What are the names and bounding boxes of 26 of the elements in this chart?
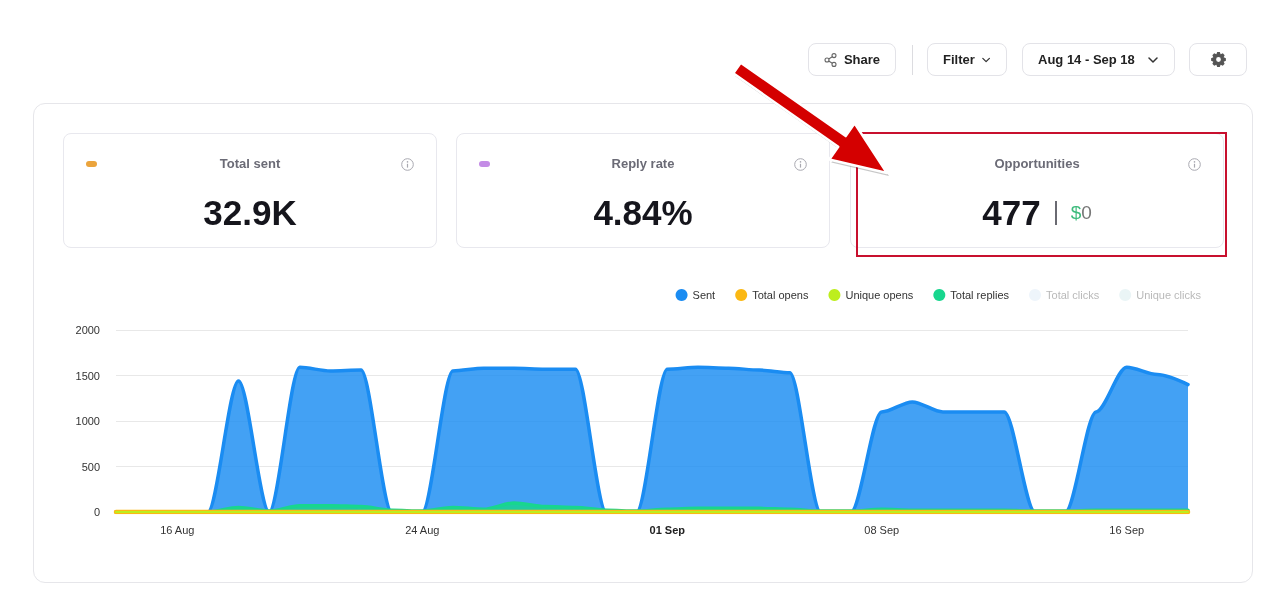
y-tick-label: 1000 <box>75 415 100 427</box>
legend-label: Total clicks <box>1046 289 1100 301</box>
text: Reply rate <box>611 155 675 172</box>
legend-label: Total opens <box>752 289 809 301</box>
text: Opportunities <box>994 155 1080 172</box>
x-tick-label: 01 Sep <box>649 523 686 536</box>
legend-label: Unique opens <box>845 289 914 301</box>
y-tick-label: 0 <box>93 506 100 518</box>
x-tick-label: 08 Sep <box>864 523 900 536</box>
text: 32.9K <box>203 193 297 233</box>
text: 477 <box>982 193 1041 233</box>
x-tick-label: 24 Aug <box>405 523 440 536</box>
text: $0 <box>1070 202 1092 223</box>
legend-label: Unique clicks <box>1136 289 1202 301</box>
text: 4.84% <box>593 193 693 233</box>
legend-label: Sent <box>692 289 716 301</box>
x-tick-label: 16 Sep <box>1109 523 1145 536</box>
y-tick-label: 2000 <box>75 324 100 336</box>
x-tick-label: 16 Aug <box>160 523 195 536</box>
dropdown: Filter <box>927 43 1007 76</box>
y-tick-label: 500 <box>81 460 100 473</box>
dropdown: Aug 14 - Sep 18 <box>1022 43 1175 76</box>
y-tick-label: 1500 <box>75 369 100 382</box>
button: Share <box>808 43 896 76</box>
legend-label: Total replies <box>950 289 1010 301</box>
text: Total sent <box>219 155 281 172</box>
